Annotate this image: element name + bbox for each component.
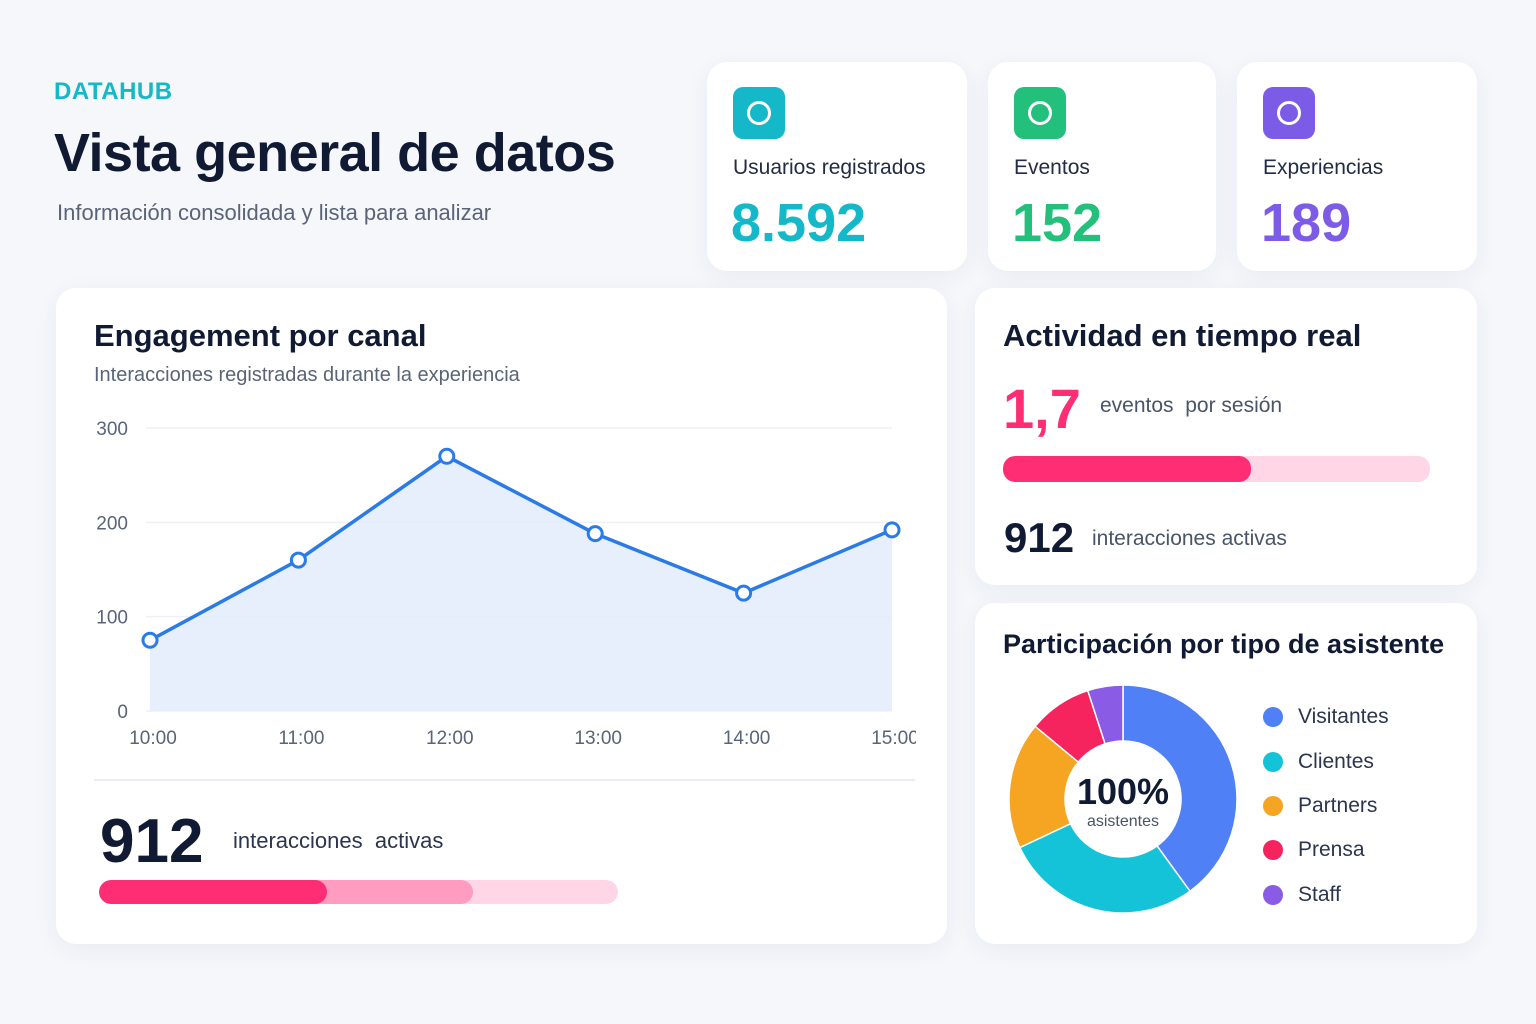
participation-donut-chart [1008, 684, 1238, 914]
legend-item-visitantes: Visitantes [1263, 705, 1389, 729]
donut-center-value: 100% [1076, 771, 1170, 812]
y-tick-label: 100 [96, 608, 128, 629]
data-point [141, 631, 159, 649]
legend-item-prensa: Prensa [1263, 838, 1365, 862]
donut-slice-staff [1086, 684, 1124, 745]
y-tick-label: 0 [117, 702, 128, 723]
page-subtitle: Información consolidada y lista para ana… [57, 200, 492, 225]
data-point [438, 447, 456, 465]
legend-dot [1263, 752, 1283, 772]
engagement-title: Engagement por canal [94, 318, 427, 353]
series-line [149, 454, 893, 642]
data-point [586, 525, 604, 543]
area-fill [150, 456, 892, 711]
x-tick-label: 13:00 [574, 728, 622, 749]
circle-icon [1014, 87, 1066, 139]
engagement-line-chart: 0 100 200 300 10:00 11:00 12:00 13:00 14:00 15:00 [96, 419, 916, 749]
legend-label: Clientes [1298, 750, 1374, 773]
kpi-label: Experiencias [1263, 156, 1384, 179]
progress-segment [99, 880, 328, 904]
engagement-subtitle: Interacciones registradas durante la exp… [94, 364, 520, 386]
legend-dot [1263, 707, 1283, 727]
kpi-card-experiencias[interactable]: Experiencias 189 [1237, 62, 1477, 271]
progress-fill [1003, 456, 1251, 482]
circle-icon [1263, 87, 1315, 139]
legend-item-staff: Staff [1263, 883, 1341, 907]
realtime-metric-value: 1,7 [1003, 377, 1081, 440]
y-tick-label: 200 [96, 513, 128, 534]
data-point [883, 521, 901, 539]
data-point [289, 551, 307, 569]
circle-icon [733, 87, 785, 139]
legend-label: Staff [1298, 883, 1341, 906]
participation-card: Participación por tipo de asistente 100%… [975, 603, 1477, 944]
realtime-secondary-label: interacciones activas [1092, 527, 1287, 550]
x-tick-label: 10:00 [129, 728, 177, 749]
legend-dot [1263, 796, 1283, 816]
divider [94, 779, 915, 781]
kpi-card-eventos[interactable]: Eventos 152 [988, 62, 1216, 271]
legend-dot [1263, 840, 1283, 860]
legend-item-clientes: Clientes [1263, 750, 1374, 774]
engagement-footer-label: interacciones activas [233, 828, 444, 853]
y-tick-label: 300 [96, 419, 128, 440]
engagement-footer-value: 912 [100, 807, 204, 876]
brand-logo-text: DATAHUB [54, 78, 173, 105]
kpi-value: 152 [1012, 193, 1103, 253]
kpi-value: 189 [1261, 193, 1352, 253]
x-tick-label: 12:00 [426, 728, 474, 749]
kpi-label: Usuarios registrados [733, 156, 926, 179]
page-title: Vista general de datos [54, 123, 616, 183]
donut-center-label: asistentes [1086, 813, 1160, 830]
legend-label: Partners [1298, 794, 1378, 817]
realtime-secondary-value: 912 [1004, 514, 1075, 561]
x-tick-label: 14:00 [723, 728, 771, 749]
legend-dot [1263, 885, 1283, 905]
realtime-card: Actividad en tiempo real 1,7 eventos por… [975, 288, 1477, 585]
engagement-progress-bar [99, 880, 618, 904]
realtime-title: Actividad en tiempo real [1003, 318, 1362, 353]
legend-label: Visitantes [1298, 705, 1389, 728]
donut-slice-clientes [1018, 822, 1192, 914]
x-tick-label: 11:00 [278, 728, 324, 749]
kpi-value: 8.592 [731, 193, 867, 253]
x-tick-label: 15:00 [871, 728, 916, 749]
legend-label: Prensa [1298, 838, 1365, 861]
realtime-metric-label: eventos por sesión [1100, 394, 1283, 417]
participation-title: Participación por tipo de asistente [1003, 629, 1445, 659]
legend-item-partners: Partners [1263, 794, 1377, 818]
kpi-card-usuarios[interactable]: Usuarios registrados 8.592 [707, 62, 967, 271]
engagement-card: Engagement por canal Interacciones regis… [56, 288, 947, 944]
donut-slice-visitantes [1122, 684, 1238, 893]
kpi-label: Eventos [1014, 156, 1090, 179]
realtime-progress-bar [1003, 456, 1430, 482]
data-point [735, 584, 753, 602]
